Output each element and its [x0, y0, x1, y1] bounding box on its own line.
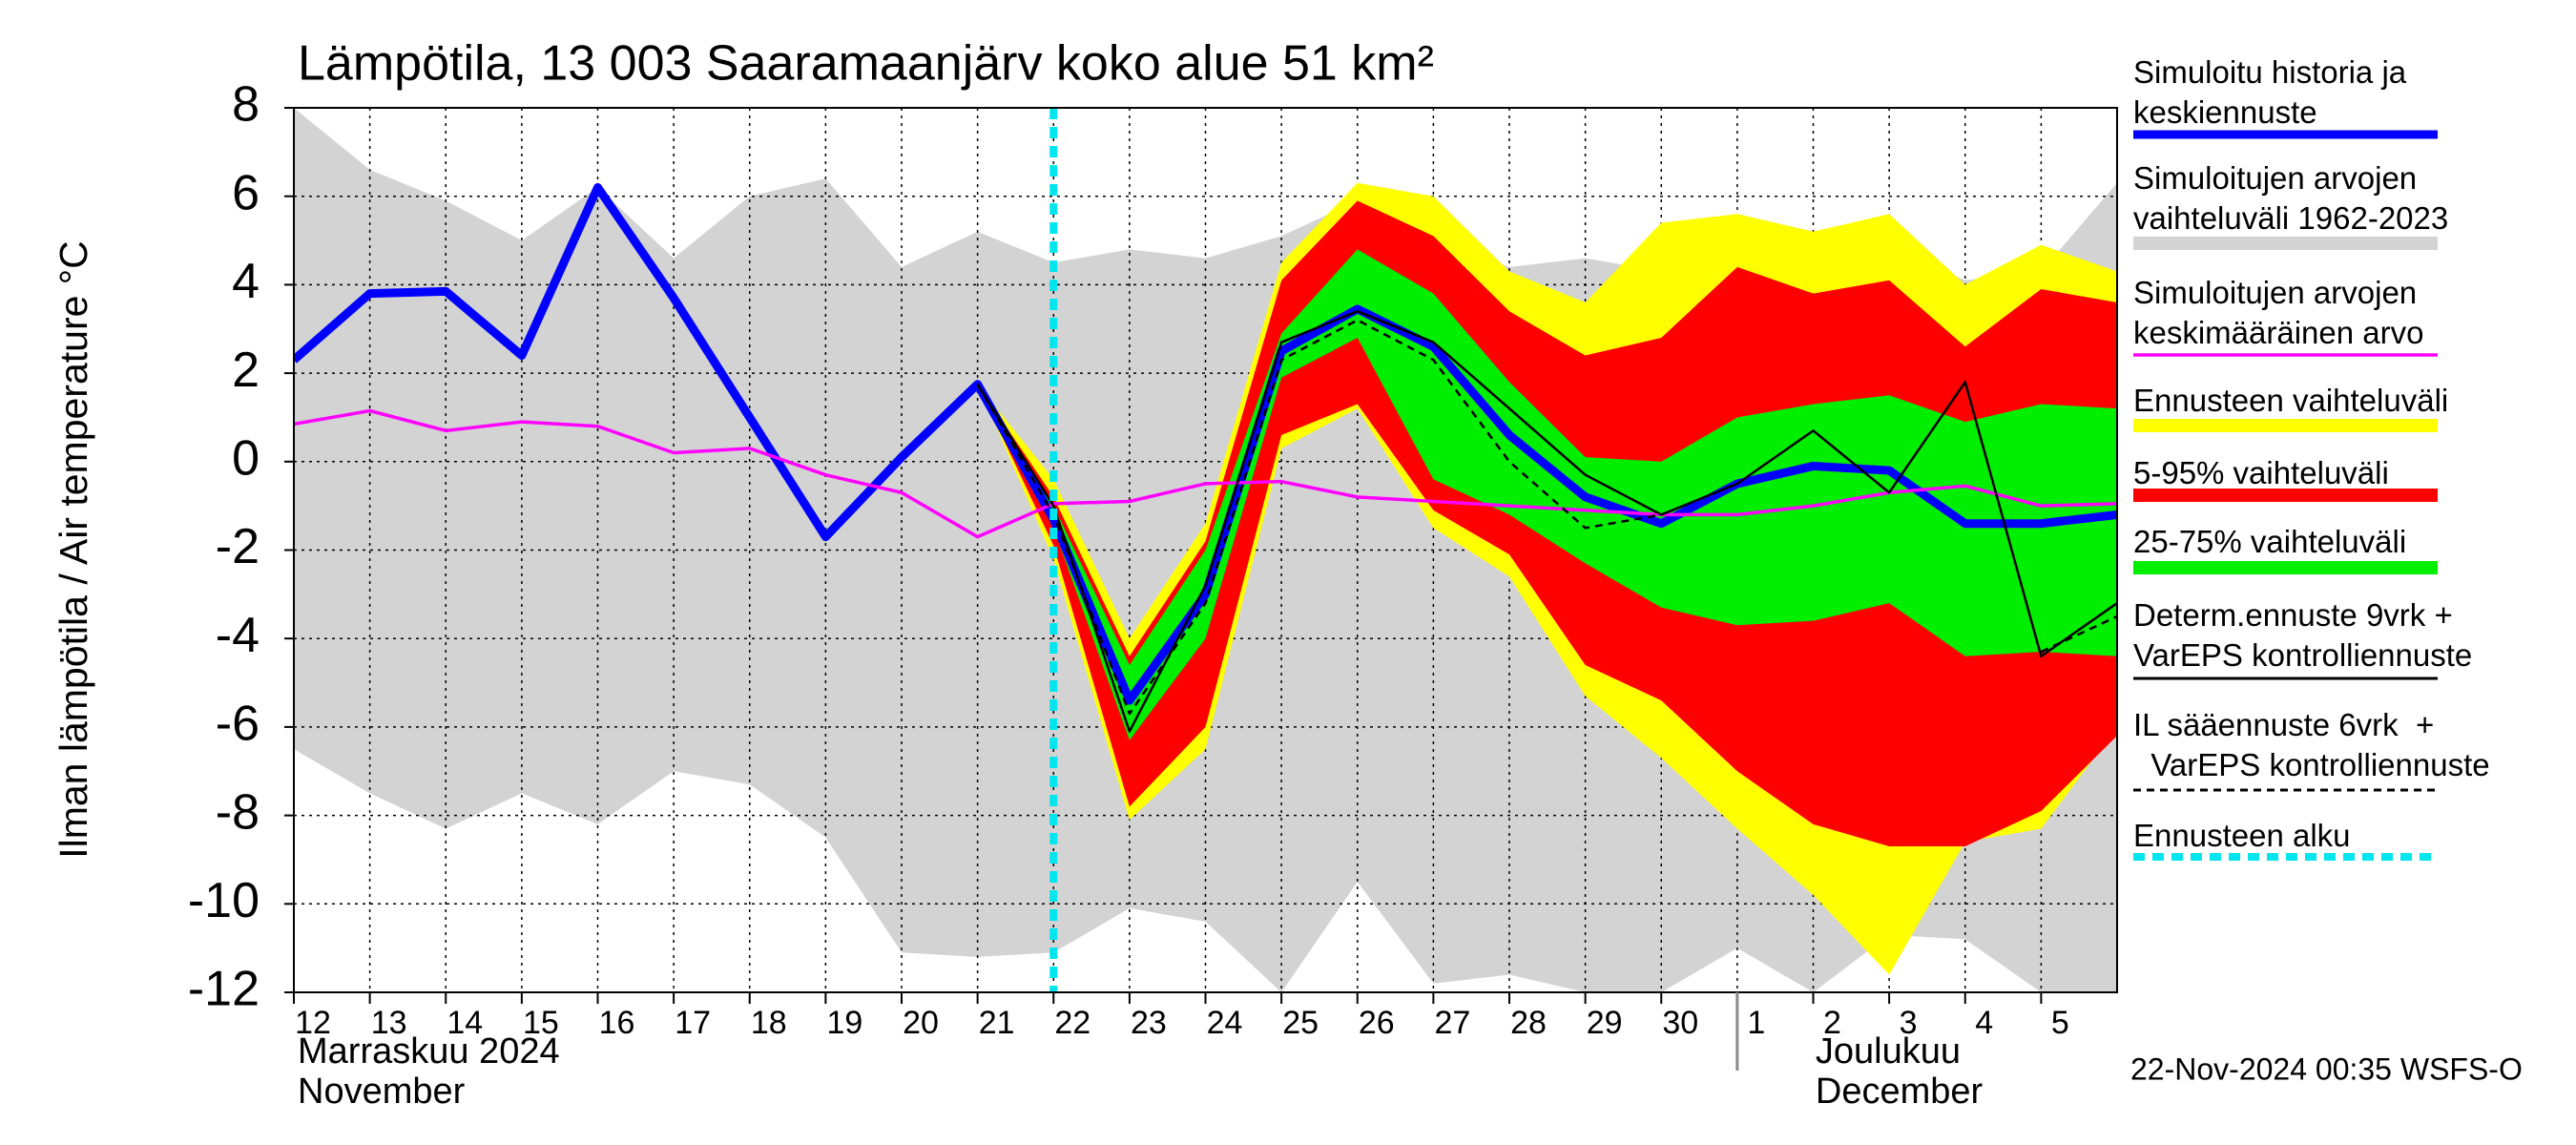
legend-label: IL sääennuste 6vrk + VarEPS kontrollienn… — [2133, 707, 2490, 782]
y-tick-label: 8 — [232, 77, 260, 133]
x-tick-label: 22 — [1054, 1005, 1091, 1041]
x-tick-label: 3 — [1900, 1005, 1918, 1041]
legend-label: 25-75% vaihteluväli — [2133, 524, 2407, 559]
y-tick-label: -4 — [216, 608, 260, 663]
month-label: Joulukuu — [1816, 1031, 1961, 1072]
x-tick-label: 2 — [1823, 1005, 1841, 1041]
y-tick-label: 0 — [232, 431, 260, 487]
y-tick-label: -8 — [216, 784, 260, 840]
x-tick-label: 18 — [751, 1005, 787, 1041]
x-tick-label: 1 — [1747, 1005, 1765, 1041]
y-tick-label: -10 — [188, 873, 260, 928]
y-tick-label: -12 — [188, 962, 260, 1017]
month-label: November — [298, 1072, 466, 1112]
legend-label: Determ.ennuste 9vrk + VarEPS kontrollien… — [2133, 597, 2473, 673]
x-tick-label: 21 — [979, 1005, 1015, 1041]
x-tick-label: 30 — [1662, 1005, 1698, 1041]
legend-label: Ennusteen alku — [2133, 818, 2351, 853]
legend-label: Simuloitujen arvojen vaihteluväli 1962-2… — [2133, 160, 2449, 236]
x-tick-label: 15 — [523, 1005, 559, 1041]
plot-frame — [293, 107, 2118, 993]
x-tick-label: 12 — [295, 1005, 331, 1041]
x-tick-label: 19 — [826, 1005, 862, 1041]
x-tick-label: 17 — [675, 1005, 711, 1041]
x-tick-label: 20 — [903, 1005, 939, 1041]
y-axis-label: Ilman lämpötila / Air temperature °C — [52, 240, 95, 859]
timestamp: 22-Nov-2024 00:35 WSFS-O — [2130, 1051, 2523, 1086]
line — [976, 319, 2117, 716]
month-label: December — [1816, 1072, 1984, 1112]
legend-label: 5-95% vaihteluväli — [2133, 455, 2389, 490]
x-tick-label: 26 — [1359, 1005, 1395, 1041]
month-label: Marraskuu 2024 — [298, 1031, 560, 1072]
x-tick-label: 27 — [1434, 1005, 1470, 1041]
x-tick-label: 23 — [1131, 1005, 1167, 1041]
x-tick-label: 13 — [371, 1005, 407, 1041]
x-tick-label: 5 — [2051, 1005, 2069, 1041]
line — [294, 408, 2117, 539]
plot-area — [294, 108, 2117, 992]
y-tick-label: 4 — [232, 254, 260, 309]
x-tick-label: 29 — [1587, 1005, 1623, 1041]
x-tick-label: 14 — [447, 1005, 483, 1041]
y-tick-label: 2 — [232, 343, 260, 398]
x-tick-label: 28 — [1510, 1005, 1547, 1041]
x-tick-label: 24 — [1207, 1005, 1243, 1041]
legend-label: Ennusteen vaihteluväli — [2133, 383, 2449, 418]
legend-label: Simuloitu historia ja keskiennuste — [2133, 54, 2407, 130]
x-tick-label: 25 — [1282, 1005, 1319, 1041]
line — [294, 182, 2117, 705]
y-tick-label: -2 — [216, 519, 260, 574]
chart-title: Lämpötila, 13 003 Saaramaanjärv koko alu… — [298, 36, 1434, 92]
x-tick-label: 4 — [1975, 1005, 1993, 1041]
legend-label: Simuloitujen arvojen keskimääräinen arvo — [2133, 275, 2424, 350]
x-tick-label: 16 — [599, 1005, 635, 1041]
y-tick-label: -6 — [216, 697, 260, 752]
y-tick-label: 6 — [232, 165, 260, 220]
